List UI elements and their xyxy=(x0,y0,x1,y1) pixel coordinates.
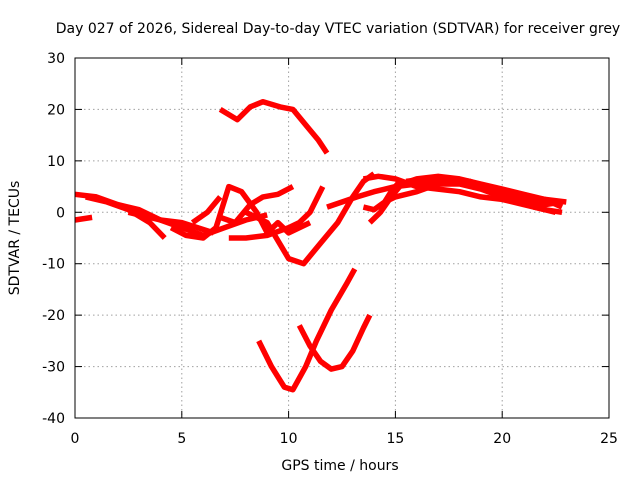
x-tick-label: 15 xyxy=(386,431,404,447)
series-track-2 xyxy=(74,214,93,223)
series-track-6 xyxy=(190,195,223,225)
series-track-15 xyxy=(383,181,563,208)
x-tick-label: 10 xyxy=(280,431,298,447)
x-tick-label: 5 xyxy=(177,431,186,447)
y-tick-label: -20 xyxy=(42,308,65,324)
series-track-3 xyxy=(85,194,167,240)
series-track-9 xyxy=(244,171,376,267)
x-tick-label: 25 xyxy=(600,431,618,447)
y-tick-label: 10 xyxy=(47,154,65,170)
series-track-4 xyxy=(127,209,215,236)
y-tick-labels: 30 20 10 0 -10 -20 -30 -40 xyxy=(42,51,65,427)
series-track-12 xyxy=(296,313,373,372)
y-tick-label: -40 xyxy=(42,411,65,427)
axis-ticks xyxy=(74,57,610,419)
plot-frame xyxy=(74,57,610,419)
series-track-5 xyxy=(169,183,312,241)
data-series-group xyxy=(74,98,567,393)
chart-title: Day 027 of 2026, Sidereal Day-to-day VTE… xyxy=(56,21,620,37)
series-track-10 xyxy=(218,98,330,155)
y-tick-label: 0 xyxy=(56,205,65,221)
y-tick-label: -30 xyxy=(42,360,65,376)
y-axis-label: SDTVAR / TECUs xyxy=(7,181,23,296)
x-tick-label: 0 xyxy=(71,431,80,447)
series-track-8 xyxy=(228,185,326,241)
x-axis-label: GPS time / hours xyxy=(281,458,398,474)
y-tick-label: 30 xyxy=(47,51,65,67)
y-tick-label: -10 xyxy=(42,257,65,273)
y-tick-label: 20 xyxy=(47,102,65,118)
x-tick-label: 20 xyxy=(493,431,511,447)
series-track-18 xyxy=(405,176,557,215)
x-tick-labels: 0 5 10 15 20 25 xyxy=(71,431,618,447)
series-track-7 xyxy=(219,184,295,226)
series-track-11 xyxy=(256,267,358,393)
